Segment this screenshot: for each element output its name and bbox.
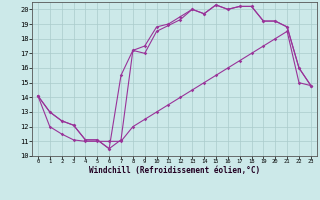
X-axis label: Windchill (Refroidissement éolien,°C): Windchill (Refroidissement éolien,°C) — [89, 166, 260, 175]
